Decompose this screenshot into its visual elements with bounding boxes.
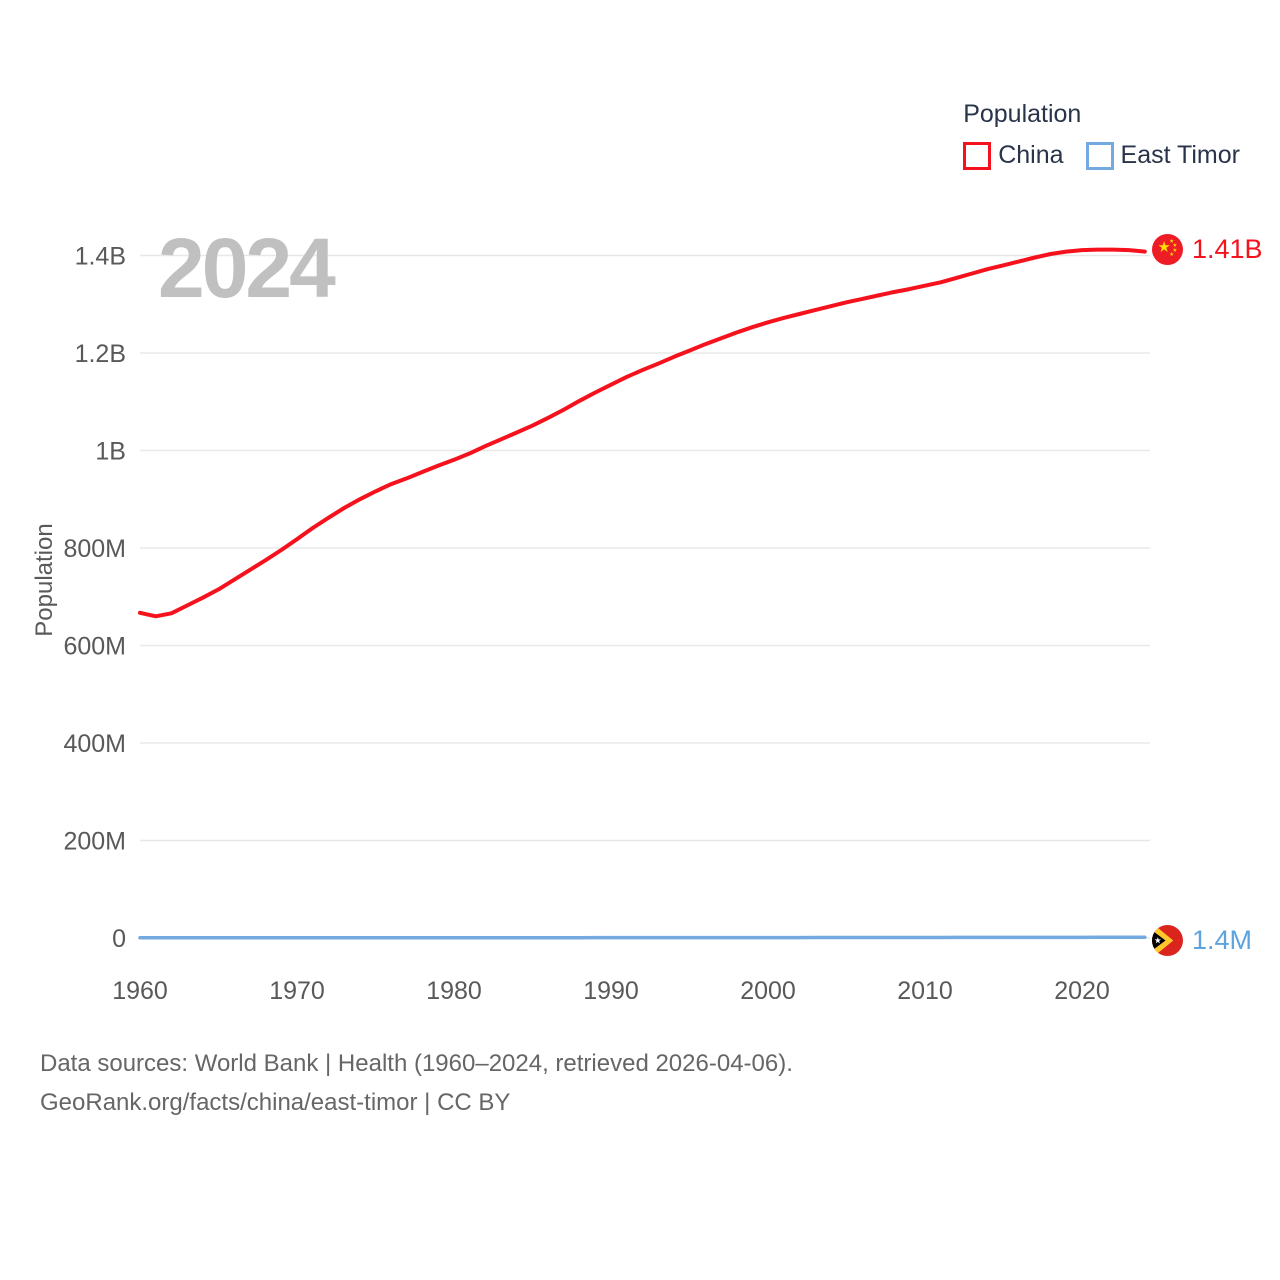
china-flag-small-star [1172,247,1177,252]
china-flag-small-star [1172,242,1177,247]
legend-label-china: China [998,141,1064,169]
y-axis-title: Population [31,523,58,637]
y-tick-800M: 800M [63,535,126,563]
x-tick-1960: 1960 [112,977,168,1005]
y-tick-1.4B: 1.4B [75,243,126,271]
x-tick-1990: 1990 [583,977,639,1005]
legend-item-china[interactable]: China [963,141,1064,170]
china-flag-small-star [1169,238,1174,243]
legend-swatch-china [963,141,992,170]
legend-item-east-timor[interactable]: East Timor [1085,141,1240,170]
series-line-china [138,247,1147,619]
y-tick-1B: 1B [95,438,126,466]
east-timor-flag-star [1154,937,1162,944]
x-tick-2020: 2020 [1054,977,1110,1005]
year-watermark: 2024 [158,221,336,315]
series-line-east-timor [138,935,1147,940]
data-sources-line: Data sources: World Bank | Health (1960–… [40,1050,793,1077]
attribution-line: GeoRank.org/facts/china/east-timor | CC … [40,1089,511,1116]
y-tick-0: 0 [112,925,126,953]
china-flag-big-star [1158,241,1170,252]
china-flag-field [1152,234,1183,265]
x-tick-2010: 2010 [897,977,953,1005]
footer: Data sources: World Bank | Health (1960–… [40,1044,793,1122]
east-timor-end-marker: 1.4M [1152,925,1252,956]
legend-label-east-timor: East Timor [1120,141,1240,169]
x-tick-1970: 1970 [269,977,325,1005]
china-flag-icon [1152,234,1183,265]
legend-swatch-east-timor [1085,141,1114,170]
china-end-marker: 1.41B [1152,234,1263,265]
legend-items: China East Timor [963,141,1240,170]
legend-title: Population [963,100,1082,128]
china-end-label: 1.41B [1192,234,1263,264]
y-tick-600M: 600M [63,633,126,661]
y-tick-400M: 400M [63,730,126,758]
x-tick-1980: 1980 [426,977,482,1005]
china-flag-small-star [1169,251,1174,256]
x-tick-2000: 2000 [740,977,796,1005]
east-timor-end-label: 1.4M [1192,925,1253,955]
y-tick-1.2B: 1.2B [75,340,126,368]
east-timor-flag-icon [1152,925,1183,956]
legend: Population China East Timor [963,100,1240,170]
y-tick-200M: 200M [63,828,126,856]
